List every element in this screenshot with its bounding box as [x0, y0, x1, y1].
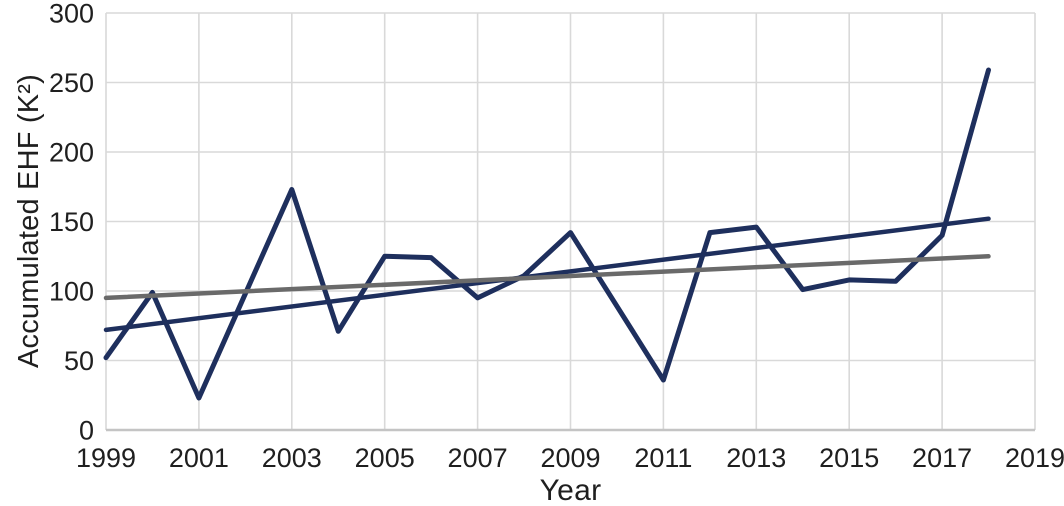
series-line-trend-gray: [103, 254, 991, 301]
x-tick-label: 2007: [448, 443, 508, 473]
x-tick-label: 2013: [726, 443, 786, 473]
x-tick-label: 2019: [1005, 443, 1064, 473]
y-tick-label: 250: [49, 68, 94, 98]
y-axis-title: Accumulated EHF (K²): [13, 73, 45, 369]
x-tick-label: 1999: [76, 443, 136, 473]
x-tick-label: 2015: [819, 443, 879, 473]
x-axis-title: Year: [539, 474, 602, 506]
y-tick-label: 50: [64, 346, 94, 376]
y-tick-label: 200: [49, 138, 94, 168]
tick-labels: 0 50 100 150 200 250 300 1999 2001 2003 2005 2007 20…: [49, 0, 1064, 473]
x-tick-label: 2017: [912, 443, 972, 473]
x-tick-label: 2003: [262, 443, 322, 473]
y-tick-label: 100: [49, 277, 94, 307]
y-tick-label: 150: [49, 207, 94, 237]
x-tick-label: 2001: [169, 443, 229, 473]
y-tick-label: 300: [49, 0, 94, 29]
series-line-trend-navy: [103, 216, 991, 333]
x-tick-label: 2009: [540, 443, 600, 473]
series-line-accumulated-ehf: [103, 67, 991, 401]
gridlines: [105, 12, 1036, 430]
x-tick-label: 2011: [634, 443, 692, 473]
y-tick-label: 0: [79, 416, 94, 446]
x-tick-label: 2005: [355, 443, 415, 473]
